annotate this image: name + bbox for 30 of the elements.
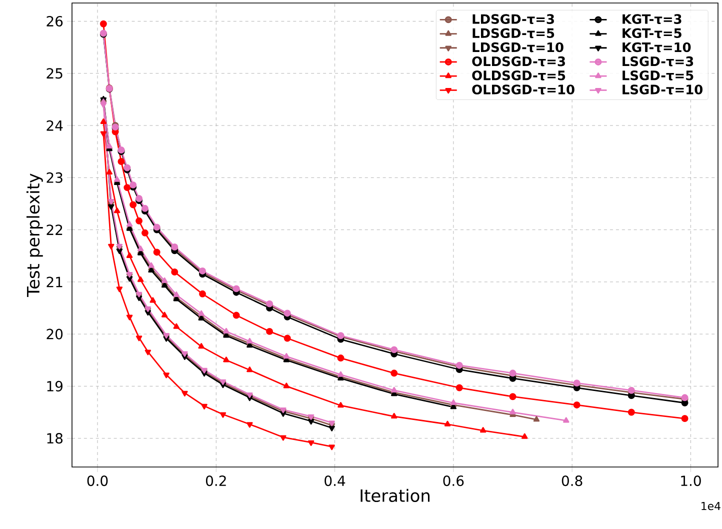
legend-label: OLDSGD-τ=10 bbox=[472, 84, 574, 94]
legend-label: LSGD-τ=5 bbox=[622, 70, 694, 80]
y-tick-label: 22 bbox=[46, 224, 62, 235]
y-tick-label: 18 bbox=[47, 433, 63, 444]
legend-label: OLDSGD-τ=5 bbox=[472, 70, 566, 80]
legend-label: KGT-τ=5 bbox=[622, 28, 682, 38]
y-tick-label: 20 bbox=[46, 328, 63, 340]
legend-label: LSGD-τ=10 bbox=[622, 84, 703, 94]
legend-label: LDSGD-τ=10 bbox=[472, 42, 564, 52]
y-tick-label: 23 bbox=[46, 172, 62, 183]
x-tick-label: 1.0 bbox=[681, 476, 701, 486]
x-tick-label: 0.4 bbox=[324, 476, 346, 486]
legend-label: LDSGD-τ=3 bbox=[472, 14, 554, 24]
legend-label: KGT-τ=10 bbox=[622, 42, 691, 52]
y-tick-label: 21 bbox=[46, 276, 62, 288]
y-axis-title: Test perplexity bbox=[26, 174, 43, 297]
y-tick-label: 26 bbox=[46, 16, 63, 27]
x-tick-label: 0.0 bbox=[87, 476, 108, 486]
text: 1e4 bbox=[702, 502, 720, 510]
x-tick-label: 0.2 bbox=[206, 476, 226, 486]
legend-label: LSGD-τ=3 bbox=[622, 56, 694, 66]
x-tick-label: 0.6 bbox=[443, 476, 464, 486]
legend-label: LDSGD-τ=5 bbox=[472, 28, 554, 38]
legend-label: KGT-τ=3 bbox=[622, 14, 682, 24]
x-axis-title: Iteration bbox=[360, 488, 430, 502]
legend-label: OLDSGD-τ=3 bbox=[472, 56, 565, 66]
y-tick-label: 25 bbox=[46, 68, 62, 79]
y-tick-label: 24 bbox=[46, 120, 63, 131]
y-tick-label: 19 bbox=[47, 380, 62, 392]
x-tick-label: 0.8 bbox=[562, 476, 582, 486]
